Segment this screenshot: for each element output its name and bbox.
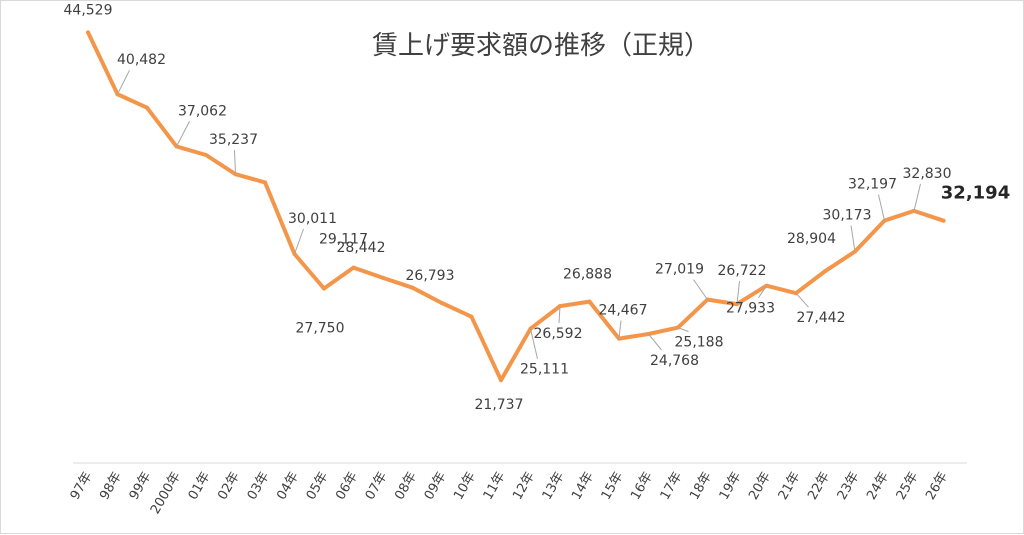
x-tick-label: 99年 bbox=[127, 470, 155, 503]
x-tick-label: 18年 bbox=[687, 470, 715, 503]
x-tick-label: 26年 bbox=[923, 470, 951, 503]
data-label: 30,011 bbox=[288, 211, 337, 227]
x-tick-label: 01年 bbox=[186, 470, 214, 503]
x-tick-label: 15年 bbox=[599, 470, 627, 503]
x-tick-label: 19年 bbox=[717, 470, 745, 503]
x-tick-label: 10年 bbox=[451, 470, 479, 503]
x-tick-label: 21年 bbox=[776, 470, 804, 503]
label-leader-line bbox=[736, 281, 740, 305]
label-leader-line bbox=[117, 69, 130, 95]
data-label: 32,830 bbox=[903, 166, 952, 182]
data-label: 28,442 bbox=[337, 240, 386, 256]
data-label: 44,529 bbox=[64, 2, 113, 18]
data-point bbox=[381, 275, 385, 280]
label-leader-line bbox=[618, 320, 622, 339]
x-tick-label: 17年 bbox=[658, 470, 686, 503]
label-leader-line bbox=[850, 225, 856, 252]
label-leader-line bbox=[693, 279, 708, 300]
label-leader-line bbox=[758, 285, 767, 298]
x-tick-label: 22年 bbox=[805, 470, 833, 503]
x-tick-label: 07年 bbox=[363, 470, 391, 503]
data-point bbox=[410, 285, 415, 290]
label-leader-line bbox=[913, 183, 921, 212]
data-point bbox=[322, 286, 326, 291]
chart-title: 賃上げ要求額の推移（正規） bbox=[372, 31, 710, 61]
data-labels: 44,529 40,482 37,062 35,237 30,011 27,750 29,1… bbox=[64, 2, 1011, 413]
data-point bbox=[469, 314, 474, 319]
label-leader-line bbox=[234, 150, 236, 175]
data-label: 29,117 bbox=[319, 232, 368, 248]
data-point bbox=[263, 180, 267, 185]
label-leader-line bbox=[294, 228, 304, 255]
label-leader-line bbox=[878, 194, 885, 221]
data-label: 40,482 bbox=[117, 52, 166, 68]
x-tick-label: 05年 bbox=[304, 470, 332, 503]
data-point bbox=[86, 30, 90, 35]
data-point bbox=[440, 301, 444, 306]
x-tick-label: 16年 bbox=[628, 470, 656, 503]
data-point bbox=[499, 378, 503, 383]
x-tick-label: 08年 bbox=[392, 470, 420, 503]
data-label: 26,888 bbox=[563, 267, 612, 283]
data-label: 27,019 bbox=[655, 262, 704, 278]
series-line bbox=[86, 30, 946, 383]
data-label: 37,062 bbox=[178, 103, 227, 119]
data-label: 27,750 bbox=[296, 321, 345, 337]
x-tick-label: 03年 bbox=[245, 470, 273, 503]
data-label: 24,467 bbox=[599, 303, 648, 319]
data-point bbox=[587, 299, 592, 304]
data-label: 26,722 bbox=[718, 263, 767, 279]
label-leader-line bbox=[530, 328, 538, 359]
x-tick-label: 12年 bbox=[510, 470, 538, 503]
data-label: 35,237 bbox=[209, 132, 258, 148]
series-line-group bbox=[86, 30, 946, 383]
data-point bbox=[941, 218, 946, 223]
label-leader-line bbox=[795, 292, 809, 308]
data-label: 27,442 bbox=[797, 310, 846, 326]
data-label: 25,111 bbox=[520, 362, 569, 378]
data-label-latest: 32,194 bbox=[941, 183, 1010, 204]
x-tick-label: 23年 bbox=[835, 470, 863, 503]
x-tick-label: 11年 bbox=[481, 470, 509, 503]
x-tick-label: 25年 bbox=[894, 470, 922, 503]
data-label: 32,197 bbox=[848, 177, 897, 193]
x-tick-label: 98年 bbox=[97, 470, 125, 503]
data-label: 24,768 bbox=[650, 353, 699, 369]
label-leader-line bbox=[677, 327, 689, 333]
x-tick-label: 06年 bbox=[333, 470, 361, 503]
data-point bbox=[204, 153, 208, 157]
x-tick-label: 09年 bbox=[422, 470, 450, 503]
label-leader-line bbox=[176, 121, 190, 147]
data-label: 26,793 bbox=[406, 268, 455, 284]
data-label: 21,737 bbox=[475, 397, 524, 413]
data-point bbox=[145, 105, 149, 110]
data-label: 26,592 bbox=[534, 326, 583, 342]
data-label: 30,173 bbox=[823, 208, 872, 224]
data-label: 25,188 bbox=[675, 335, 724, 351]
label-leader-line bbox=[648, 333, 662, 351]
x-tick-label: 14年 bbox=[569, 470, 597, 503]
data-label: 27,933 bbox=[726, 301, 775, 317]
x-tick-label: 97年 bbox=[68, 470, 96, 503]
x-tick-label: 24年 bbox=[864, 470, 892, 503]
x-tick-label: 04年 bbox=[274, 470, 302, 503]
x-tick-label: 20年 bbox=[746, 470, 774, 503]
data-label: 28,904 bbox=[787, 231, 836, 247]
data-point bbox=[351, 265, 356, 270]
data-point bbox=[823, 268, 828, 273]
x-tick-label: 13年 bbox=[540, 470, 568, 503]
x-tick-label: 02年 bbox=[215, 470, 243, 503]
label-leader-line bbox=[558, 306, 561, 324]
